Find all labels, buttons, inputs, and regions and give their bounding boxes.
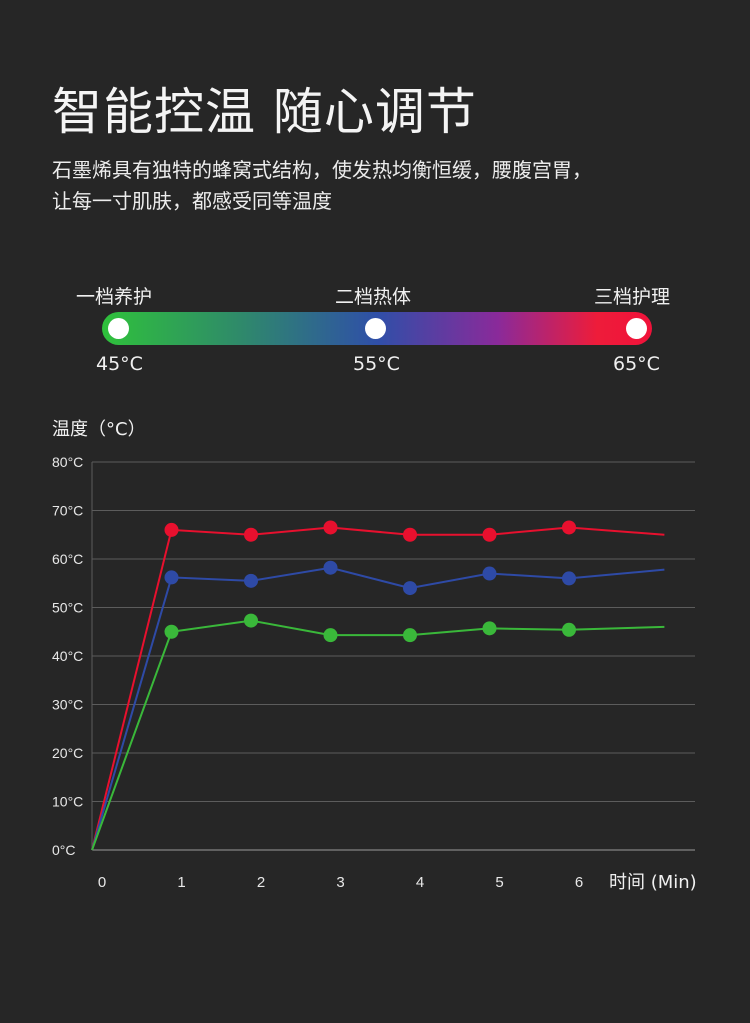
level-3-knob[interactable] xyxy=(626,318,647,339)
y-tick-label: 0°C xyxy=(52,842,76,858)
level-1-knob[interactable] xyxy=(108,318,129,339)
x-tick-label: 3 xyxy=(336,874,344,891)
y-tick-label: 60°C xyxy=(52,551,83,567)
subtitle-line-2: 让每一寸肌肤，都感受同等温度 xyxy=(52,189,332,213)
series-line-3 xyxy=(91,619,665,851)
data-point-series-1 xyxy=(323,520,338,535)
data-point-series-2 xyxy=(482,566,497,581)
data-point-series-3 xyxy=(482,621,497,636)
data-point-series-2 xyxy=(323,560,338,575)
subtitle: 石墨烯具有独特的蜂窝式结构，使发热均衡恒缓，腰腹宫胃， 让每一寸肌肤，都感受同等… xyxy=(52,155,712,217)
x-tick-label: 6 xyxy=(575,874,583,891)
y-tick-label: 70°C xyxy=(52,503,83,519)
level-2-temp: 55°C xyxy=(353,353,400,375)
level-3-label: 三档护理 xyxy=(594,286,671,308)
page-title: 智能控温 随心调节 xyxy=(52,83,477,141)
y-tick-label: 80°C xyxy=(52,454,83,470)
y-tick-label: 20°C xyxy=(52,745,83,761)
y-tick-label: 10°C xyxy=(52,794,83,810)
level-2-label: 二档热体 xyxy=(335,286,412,308)
series-line-1 xyxy=(91,526,665,851)
level-1-temp: 45°C xyxy=(96,353,143,375)
data-point-series-2 xyxy=(403,581,417,596)
level-3-temp: 65°C xyxy=(613,353,660,375)
x-tick-label: 0 xyxy=(98,874,106,891)
level-2-knob[interactable] xyxy=(365,318,386,339)
data-point-series-1 xyxy=(403,527,417,542)
x-tick-label: 5 xyxy=(495,874,503,891)
x-tick-label: 4 xyxy=(416,874,424,891)
series-line-2 xyxy=(91,566,665,851)
data-point-series-2 xyxy=(562,571,576,586)
temperature-gradient-bar xyxy=(102,312,652,345)
data-point-series-1 xyxy=(562,520,576,535)
data-point-series-3 xyxy=(244,613,258,628)
y-tick-label: 40°C xyxy=(52,648,83,664)
data-point-series-2 xyxy=(244,573,258,588)
data-point-series-1 xyxy=(482,527,497,542)
x-tick-label: 1 xyxy=(177,874,185,891)
data-point-series-3 xyxy=(323,628,338,643)
data-point-series-1 xyxy=(164,522,179,537)
data-point-series-3 xyxy=(403,628,417,643)
subtitle-line-1: 石墨烯具有独特的蜂窝式结构，使发热均衡恒缓，腰腹宫胃， xyxy=(52,158,592,182)
x-axis-title: 时间 (Min) xyxy=(609,872,697,893)
y-tick-label: 50°C xyxy=(52,600,83,616)
data-point-series-2 xyxy=(164,570,179,585)
chart-y-axis-title: 温度（°C） xyxy=(52,419,146,440)
y-tick-label: 30°C xyxy=(52,697,83,713)
data-point-series-1 xyxy=(244,527,258,542)
data-point-series-3 xyxy=(164,624,179,639)
data-point-series-3 xyxy=(562,622,576,637)
level-1-label: 一档养护 xyxy=(76,286,153,308)
x-tick-label: 2 xyxy=(257,874,265,891)
